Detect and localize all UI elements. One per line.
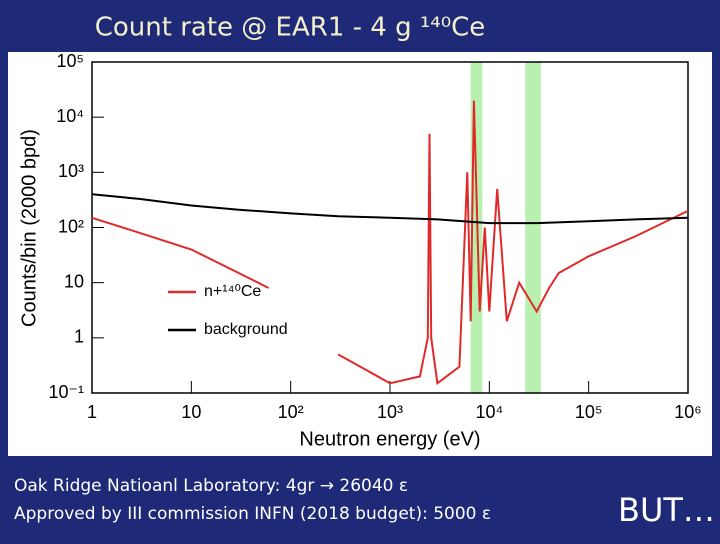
slide-title: Count rate @ EAR1 - 4 g ¹⁴⁰Ce [95, 13, 486, 43]
x-tick-label: 10³ [377, 402, 403, 422]
x-tick-label: 10⁴ [475, 402, 503, 422]
y-tick-label: 10⁻¹ [48, 382, 84, 402]
x-tick-label: 10⁶ [674, 402, 701, 422]
x-tick-label: 10⁵ [575, 402, 602, 422]
x-tick-label: 10 [181, 402, 201, 422]
x-axis-label: Neutron energy (eV) [299, 428, 480, 450]
y-tick-label: 10 [64, 271, 84, 291]
x-tick-label: 10² [278, 402, 304, 422]
y-tick-label: 10³ [58, 161, 84, 181]
y-tick-label: 10⁴ [56, 106, 84, 126]
y-tick-label: 10² [58, 216, 84, 236]
y-axis-label: Counts/bin (2000 bpd) [18, 129, 40, 327]
highlight-band [525, 62, 541, 393]
y-tick-label: 10⁵ [57, 51, 84, 71]
legend-label: background [204, 321, 288, 338]
legend-label: n+¹⁴⁰Ce [204, 283, 261, 300]
series-line [91, 193, 689, 225]
y-tick-label: 1 [74, 327, 84, 347]
x-tick-label: 1 [87, 402, 97, 422]
note: Oak Ridge Natioanl Laboratory: 4gr → 260… [14, 476, 408, 496]
series-line [91, 100, 689, 386]
footer: BUT… [618, 491, 715, 529]
note: Approved by III commission INFN (2018 bu… [14, 504, 491, 524]
chart-panel [8, 52, 712, 456]
